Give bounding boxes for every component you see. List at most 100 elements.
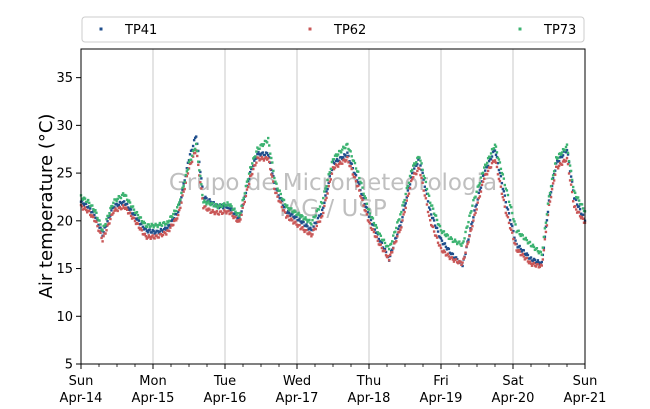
data-point bbox=[149, 225, 152, 228]
data-point bbox=[264, 155, 268, 159]
data-point bbox=[115, 199, 118, 203]
data-point bbox=[272, 180, 275, 183]
data-point bbox=[91, 204, 94, 207]
data-point bbox=[498, 179, 502, 183]
data-point bbox=[290, 207, 293, 210]
data-point bbox=[120, 207, 124, 210]
data-point bbox=[503, 183, 507, 187]
data-point bbox=[222, 207, 225, 210]
data-point bbox=[399, 224, 402, 227]
data-point bbox=[479, 176, 483, 179]
data-point bbox=[439, 246, 443, 250]
data-point bbox=[435, 236, 439, 239]
data-point bbox=[492, 147, 496, 150]
data-point bbox=[326, 187, 329, 191]
data-point bbox=[508, 218, 512, 222]
data-point bbox=[394, 230, 397, 233]
data-point bbox=[89, 213, 92, 217]
data-point bbox=[92, 208, 95, 211]
data-point bbox=[340, 151, 343, 154]
data-point bbox=[259, 154, 262, 157]
data-point bbox=[143, 221, 147, 225]
data-point bbox=[157, 223, 160, 227]
data-point bbox=[114, 198, 117, 201]
data-point bbox=[123, 207, 127, 211]
data-point bbox=[533, 258, 537, 262]
data-point bbox=[191, 144, 195, 148]
data-point bbox=[89, 207, 92, 210]
data-point bbox=[286, 211, 289, 214]
data-point bbox=[95, 211, 98, 214]
data-point bbox=[517, 248, 520, 252]
data-point bbox=[560, 163, 564, 166]
data-point bbox=[98, 219, 101, 222]
data-point bbox=[461, 264, 464, 268]
data-point bbox=[291, 219, 294, 222]
data-point bbox=[419, 164, 422, 167]
data-point bbox=[424, 180, 428, 184]
data-point bbox=[357, 170, 360, 173]
data-point bbox=[255, 150, 258, 153]
data-point bbox=[359, 180, 362, 184]
data-point bbox=[107, 214, 110, 218]
data-point bbox=[415, 172, 418, 176]
data-point bbox=[510, 223, 513, 226]
data-point bbox=[480, 183, 484, 187]
data-point bbox=[95, 220, 98, 224]
data-point bbox=[432, 230, 436, 233]
data-point bbox=[550, 177, 554, 181]
data-point bbox=[353, 172, 357, 175]
data-point bbox=[335, 158, 339, 161]
data-point bbox=[470, 228, 473, 231]
data-point bbox=[312, 228, 315, 232]
data-point bbox=[508, 227, 512, 230]
data-point bbox=[333, 154, 337, 157]
data-point bbox=[409, 176, 413, 179]
data-point bbox=[553, 162, 557, 165]
data-point bbox=[500, 181, 504, 185]
data-point bbox=[201, 197, 204, 200]
data-point bbox=[537, 251, 541, 255]
data-point bbox=[486, 164, 490, 168]
x-tick-label-date: Apr-18 bbox=[348, 391, 391, 406]
data-point bbox=[260, 143, 263, 146]
data-point bbox=[545, 219, 549, 222]
data-point bbox=[257, 151, 260, 154]
data-point bbox=[179, 198, 182, 201]
data-point bbox=[312, 225, 315, 228]
x-tick-label-day: Fri bbox=[433, 374, 449, 389]
data-point bbox=[565, 156, 569, 160]
data-point bbox=[236, 220, 239, 223]
data-point bbox=[366, 211, 370, 214]
data-point bbox=[133, 213, 137, 216]
data-point bbox=[273, 176, 276, 180]
data-point bbox=[427, 194, 431, 197]
data-point bbox=[334, 159, 338, 163]
data-point bbox=[139, 216, 143, 219]
x-tick-label-day: Mon bbox=[139, 374, 166, 389]
data-point bbox=[108, 212, 111, 215]
data-point bbox=[260, 155, 263, 159]
data-point bbox=[409, 179, 413, 183]
data-point bbox=[435, 226, 439, 230]
data-point bbox=[430, 204, 434, 207]
data-point bbox=[492, 160, 496, 163]
data-point bbox=[183, 179, 186, 182]
data-point bbox=[546, 202, 550, 205]
data-point bbox=[498, 171, 502, 175]
data-point bbox=[434, 234, 438, 237]
data-point bbox=[325, 185, 328, 188]
data-point bbox=[200, 177, 203, 180]
data-point bbox=[123, 200, 126, 203]
data-point bbox=[159, 232, 163, 236]
data-point bbox=[419, 159, 422, 162]
data-point bbox=[418, 167, 421, 171]
data-point bbox=[267, 136, 270, 140]
data-point bbox=[416, 169, 419, 173]
data-point bbox=[217, 213, 221, 216]
data-point bbox=[523, 238, 527, 241]
data-point bbox=[203, 197, 206, 200]
data-point bbox=[243, 200, 246, 204]
data-point bbox=[448, 257, 452, 261]
data-point bbox=[466, 225, 469, 228]
